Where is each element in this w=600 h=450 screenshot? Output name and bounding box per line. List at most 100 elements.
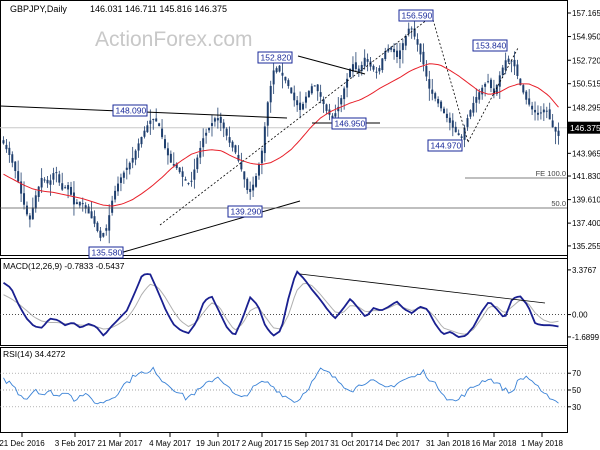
x-tick-label: 31 Jan 2018 xyxy=(426,439,471,448)
candle-body xyxy=(278,65,281,72)
candle-body xyxy=(360,65,363,71)
candle-body xyxy=(105,228,108,231)
y-tick-label: 137.400 xyxy=(572,219,600,228)
x-tick-label: 1 May 2018 xyxy=(521,439,563,448)
candle-body xyxy=(8,147,11,155)
candle-body xyxy=(190,180,193,182)
top-trendline xyxy=(297,55,366,75)
candle-body xyxy=(260,150,263,164)
ohlc-readout: 146.031 146.711 145.816 146.375 xyxy=(90,4,227,14)
candle-body xyxy=(166,148,169,156)
candle-body xyxy=(387,48,390,52)
annotation-box xyxy=(331,117,367,130)
candle-body xyxy=(513,59,516,67)
rsi-title: RSI(14) 34.4272 xyxy=(3,349,66,359)
x-tick-label: 19 Jun 2017 xyxy=(196,439,241,448)
rsi-y-tick-label: 50 xyxy=(572,386,581,395)
candle-body xyxy=(510,60,513,62)
candle-body xyxy=(93,216,96,224)
candle-body xyxy=(522,85,525,93)
annotation-label: 146.950 xyxy=(335,119,366,129)
candle-body xyxy=(542,109,545,113)
candle-body xyxy=(257,163,260,176)
candle-body xyxy=(252,184,255,191)
candle-body xyxy=(240,162,243,170)
candle-body xyxy=(87,206,90,214)
candle-body xyxy=(81,203,84,205)
y-tick-label: 154.950 xyxy=(572,33,600,42)
candle-body xyxy=(304,96,307,103)
candle-body xyxy=(249,188,252,192)
x-tick-label: 21 Dec 2016 xyxy=(0,439,45,448)
candle-body xyxy=(528,98,531,105)
candle-body xyxy=(11,154,14,163)
moving-average xyxy=(3,63,559,207)
candle-body xyxy=(205,132,208,136)
annotation-box xyxy=(398,9,434,22)
candle-body xyxy=(504,60,507,71)
rsi-panel-frame xyxy=(0,347,568,433)
x-tick-label: 16 Mar 2018 xyxy=(472,439,517,448)
candle-body xyxy=(454,126,457,133)
candle-body xyxy=(128,162,131,170)
candle-body xyxy=(146,125,149,133)
candle-body xyxy=(357,68,360,73)
candle-body xyxy=(519,78,522,86)
rsi-panel: 70 50 30 xyxy=(0,366,581,412)
candle-body xyxy=(354,62,357,70)
y-tick-label: 135.255 xyxy=(572,242,600,251)
candle-body xyxy=(404,35,407,46)
candle-body xyxy=(75,202,78,205)
candle-body xyxy=(351,64,354,72)
x-tick-label: 14 Dec 2017 xyxy=(374,439,420,448)
candle-body xyxy=(134,150,137,160)
candle-body xyxy=(272,70,275,85)
candles xyxy=(2,19,560,244)
price-annotations: 135.580 148.090 139.290 152.820 146.950 156.5… xyxy=(88,9,508,259)
candle-body xyxy=(425,65,428,77)
candle-body xyxy=(216,118,219,121)
candle-body xyxy=(410,28,413,30)
annotation-box xyxy=(472,39,508,52)
level-label: FE 100.0 xyxy=(536,169,566,178)
candle-body xyxy=(554,126,557,132)
candle-body xyxy=(372,65,375,70)
candle-body xyxy=(316,84,319,92)
x-tick-label: 4 May 2017 xyxy=(149,439,191,448)
candle-body xyxy=(331,115,334,119)
candle-body xyxy=(531,105,534,110)
y-tick-label: 143.965 xyxy=(572,149,600,158)
candle-body xyxy=(501,67,504,76)
annotation-box xyxy=(112,104,148,117)
candle-body xyxy=(507,58,510,62)
annotation-label: 144.970 xyxy=(431,141,462,151)
macd-y-tick-label: 0.00 xyxy=(572,311,588,320)
candle-body xyxy=(489,79,492,89)
candle-body xyxy=(302,103,305,110)
macd-y-tick-label: -1.6899 xyxy=(572,333,600,342)
x-tick-label: 31 Oct 2017 xyxy=(330,439,374,448)
candle-body xyxy=(478,92,481,100)
candle-body xyxy=(246,178,249,191)
annotation-label: 152.820 xyxy=(261,53,292,63)
candle-body xyxy=(487,81,490,83)
x-axis: 21 Dec 2016 3 Feb 2017 21 Mar 2017 4 May 20… xyxy=(0,433,563,448)
candle-body xyxy=(422,51,425,65)
candle-body xyxy=(163,139,166,149)
candle-body xyxy=(451,120,454,128)
candle-body xyxy=(337,106,340,112)
candle-body xyxy=(472,102,475,113)
candle-body xyxy=(119,177,122,183)
last-price-label: 146.375 xyxy=(570,123,600,133)
candle-body xyxy=(184,179,187,181)
candle-body xyxy=(172,164,175,166)
annotation-label: 135.580 xyxy=(92,248,123,258)
candle-body xyxy=(448,117,451,123)
candle-body xyxy=(67,185,70,190)
candle-body xyxy=(225,128,228,136)
y-tick-label: 150.515 xyxy=(572,80,600,89)
candle-body xyxy=(37,186,40,198)
candle-body xyxy=(40,177,43,188)
candle-body xyxy=(492,88,495,95)
